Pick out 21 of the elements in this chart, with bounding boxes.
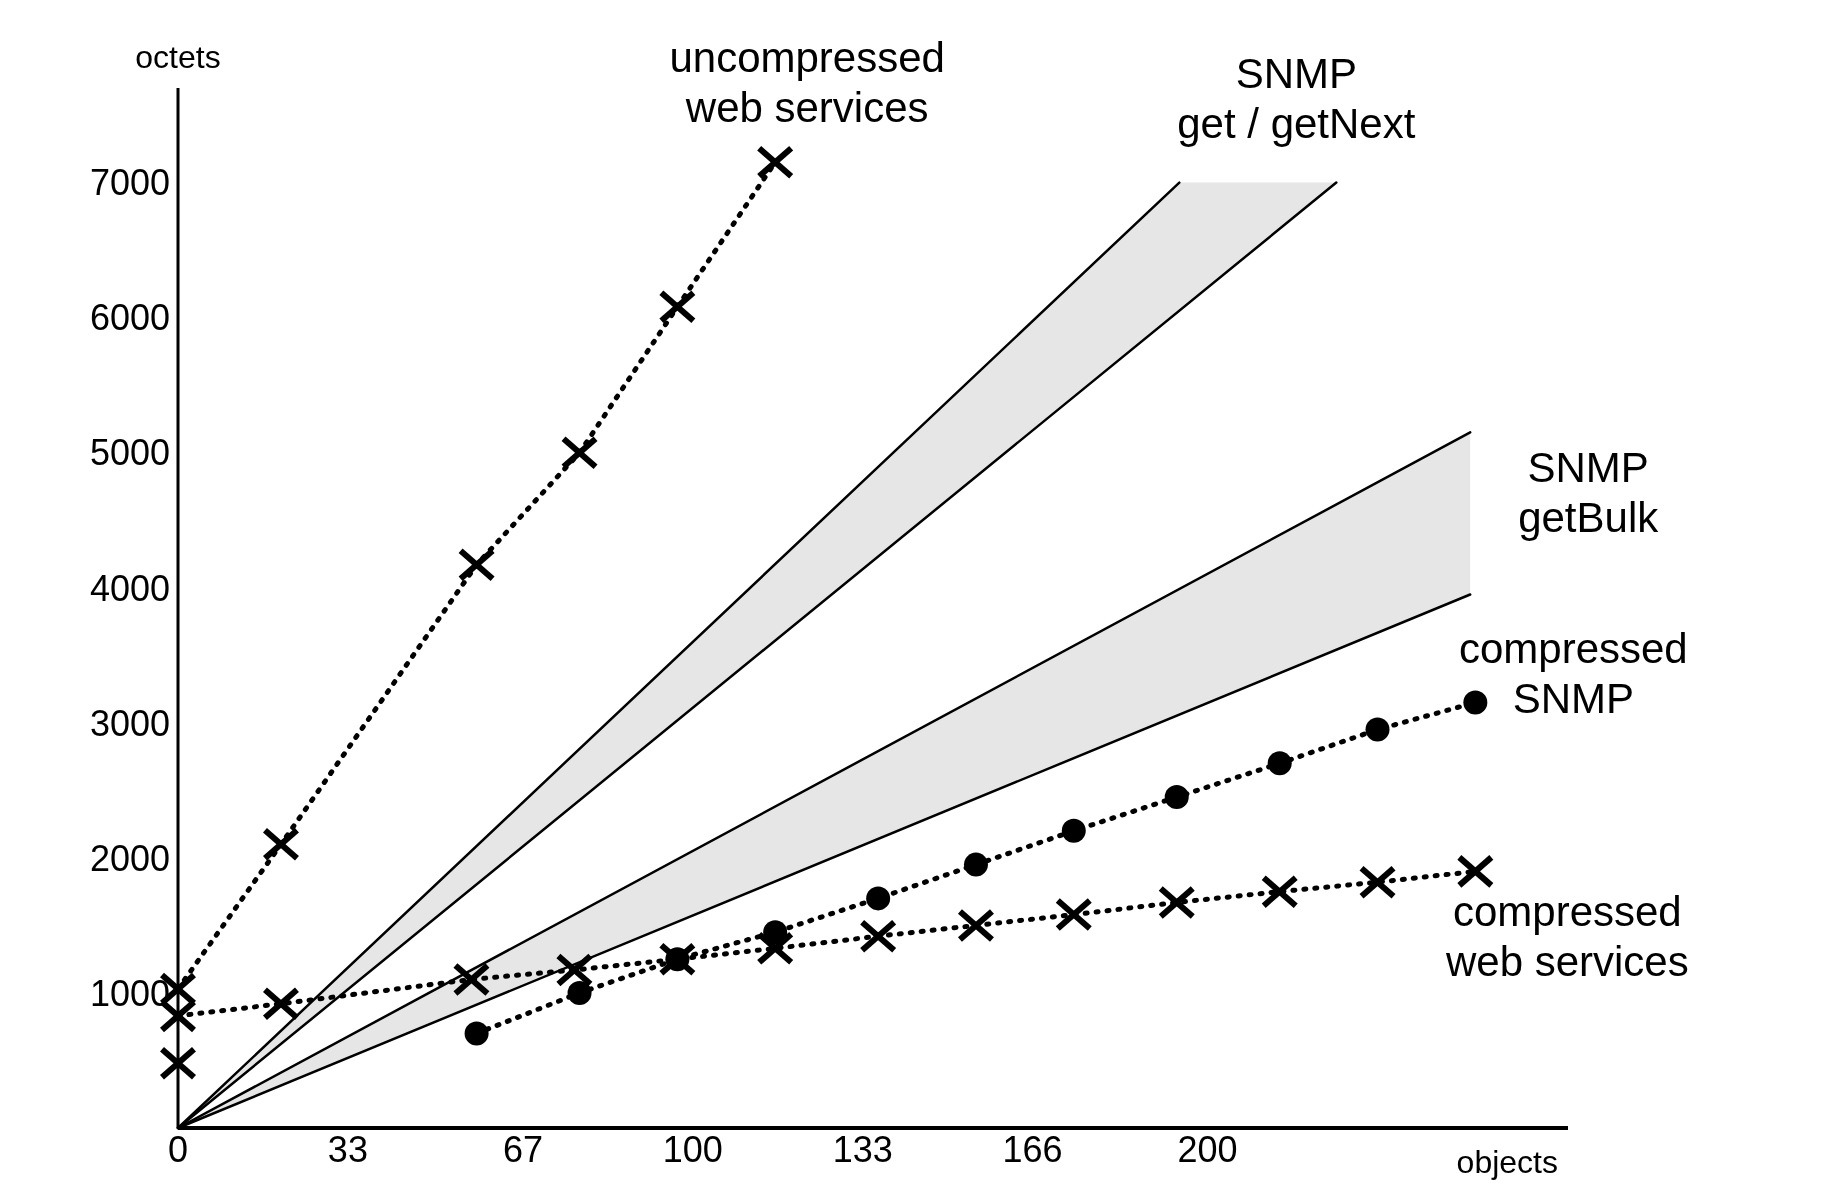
x-axis-title: objects [1456, 1144, 1558, 1180]
x-tick-label: 133 [832, 1128, 893, 1170]
y-tick-label: 5000 [89, 432, 170, 474]
x-tick-label: 200 [1177, 1128, 1238, 1170]
series-label: SNMP getBulk [1518, 444, 1660, 542]
series-label: SNMP get / getNext [1177, 49, 1416, 147]
y-tick-label: 7000 [89, 162, 170, 204]
series-label: compressed web services [1444, 888, 1689, 986]
series-label: uncompressed web services [669, 34, 945, 132]
y-tick-label: 4000 [89, 567, 170, 609]
x-tick-label: 100 [662, 1128, 723, 1170]
x-tick-label: 0 [167, 1128, 189, 1170]
x-tick-label: 33 [327, 1128, 368, 1170]
y-tick-label: 6000 [89, 297, 170, 339]
y-tick-label: 3000 [89, 702, 170, 744]
y-tick-label: 1000 [89, 972, 170, 1014]
series-label: compressed SNMP [1458, 624, 1688, 722]
y-axis-title: octets [135, 39, 221, 75]
x-tick-label: 67 [502, 1128, 543, 1170]
x-tick-label: 166 [1002, 1128, 1063, 1170]
y-tick-label: 2000 [89, 837, 170, 879]
